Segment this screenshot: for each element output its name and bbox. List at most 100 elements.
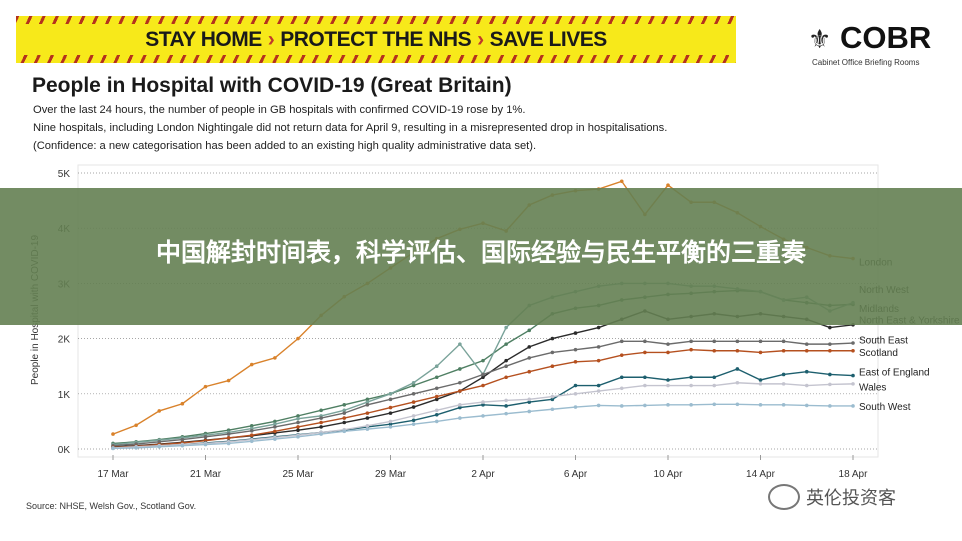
data-point <box>527 397 532 402</box>
data-point <box>434 408 439 413</box>
data-point <box>388 392 393 396</box>
data-point <box>504 411 508 416</box>
data-point <box>273 425 277 429</box>
wechat-icon <box>768 484 800 510</box>
data-point <box>712 402 717 407</box>
headline-overlay: 中国解封时间表，科学评估、国际经验与民生平衡的三重奏 <box>0 188 962 325</box>
headline-text: 中国解封时间表，科学评估、国际经验与民生平衡的三重奏 <box>155 239 806 267</box>
data-point <box>273 356 277 360</box>
data-point <box>342 403 347 407</box>
slogan-protect-nhs: PROTECT THE NHS <box>280 27 472 51</box>
data-point <box>596 345 601 349</box>
data-point <box>342 411 347 415</box>
data-point <box>619 375 624 380</box>
legend-label: Wales <box>859 383 886 394</box>
data-point <box>828 372 832 377</box>
legend-label: East of England <box>859 368 930 379</box>
data-point <box>273 429 277 434</box>
data-point <box>411 380 416 385</box>
data-point <box>504 398 508 403</box>
royal-crest-icon: ⚜ <box>808 24 832 54</box>
data-point <box>319 432 323 436</box>
data-point <box>666 342 670 346</box>
data-point <box>828 382 832 387</box>
data-point <box>804 369 809 374</box>
data-point <box>411 414 416 418</box>
data-point <box>388 405 393 410</box>
data-point <box>712 348 717 353</box>
data-point <box>758 403 763 407</box>
data-point <box>643 350 647 355</box>
data-point <box>434 419 439 424</box>
data-point <box>527 345 532 349</box>
data-point <box>712 375 717 380</box>
data-point <box>388 425 393 429</box>
y-tick-label: 0K <box>58 445 71 456</box>
data-point <box>411 383 416 388</box>
data-point <box>828 348 832 353</box>
data-point <box>319 408 323 413</box>
data-point <box>643 403 647 408</box>
x-tick-label: 14 Apr <box>746 469 776 480</box>
data-point <box>550 336 555 341</box>
data-point <box>550 394 555 399</box>
data-point <box>550 350 555 355</box>
data-point <box>781 348 786 353</box>
data-point <box>481 375 485 380</box>
logo-subtitle: Cabinet Office Briefing Rooms <box>812 58 920 67</box>
data-point <box>458 367 462 371</box>
x-tick-label: 10 Apr <box>654 469 684 480</box>
data-point <box>851 348 855 353</box>
subtitle-line: (Confidence: a new categorisation has be… <box>33 140 537 152</box>
data-point <box>388 422 393 426</box>
legend-label: Scotland <box>859 348 898 359</box>
data-point <box>573 405 578 409</box>
data-point <box>689 347 693 352</box>
data-point <box>411 405 416 409</box>
data-point <box>273 419 277 424</box>
chevron-icon: › <box>477 27 484 51</box>
data-point <box>666 383 670 388</box>
y-tick-label: 1K <box>58 390 71 401</box>
data-point <box>527 409 532 414</box>
data-point <box>388 419 393 424</box>
data-point <box>180 401 185 406</box>
data-point <box>388 411 393 415</box>
slogan-banner: STAY HOME › PROTECT THE NHS › SAVE LIVES <box>16 16 736 63</box>
data-point <box>851 404 855 408</box>
data-point <box>411 422 416 426</box>
data-point <box>365 403 370 407</box>
data-point <box>804 403 809 408</box>
data-point <box>596 325 601 330</box>
data-point <box>134 423 138 428</box>
data-point <box>573 383 578 388</box>
data-point <box>596 389 601 393</box>
series-line-east-of-england <box>112 368 854 449</box>
data-point <box>226 432 231 436</box>
data-point <box>157 444 162 449</box>
data-point <box>573 392 578 396</box>
data-point <box>596 383 601 388</box>
data-point <box>781 339 786 344</box>
data-point <box>296 416 300 421</box>
data-point <box>828 325 832 330</box>
data-point <box>342 429 347 434</box>
data-point <box>527 328 532 333</box>
data-point <box>735 348 740 353</box>
data-point <box>411 400 416 404</box>
data-point <box>249 433 254 438</box>
legend-label: South West <box>859 402 911 413</box>
data-point <box>434 386 439 391</box>
data-point <box>203 435 208 439</box>
data-point <box>365 427 370 431</box>
data-point <box>666 183 670 187</box>
data-point <box>643 383 647 388</box>
data-point <box>434 412 439 417</box>
data-point <box>458 342 462 346</box>
data-point <box>434 375 439 380</box>
data-point <box>735 339 740 344</box>
slogan-save-lives: SAVE LIVES <box>489 27 608 51</box>
data-point <box>481 383 485 388</box>
data-point <box>689 383 693 388</box>
data-point <box>481 400 485 404</box>
